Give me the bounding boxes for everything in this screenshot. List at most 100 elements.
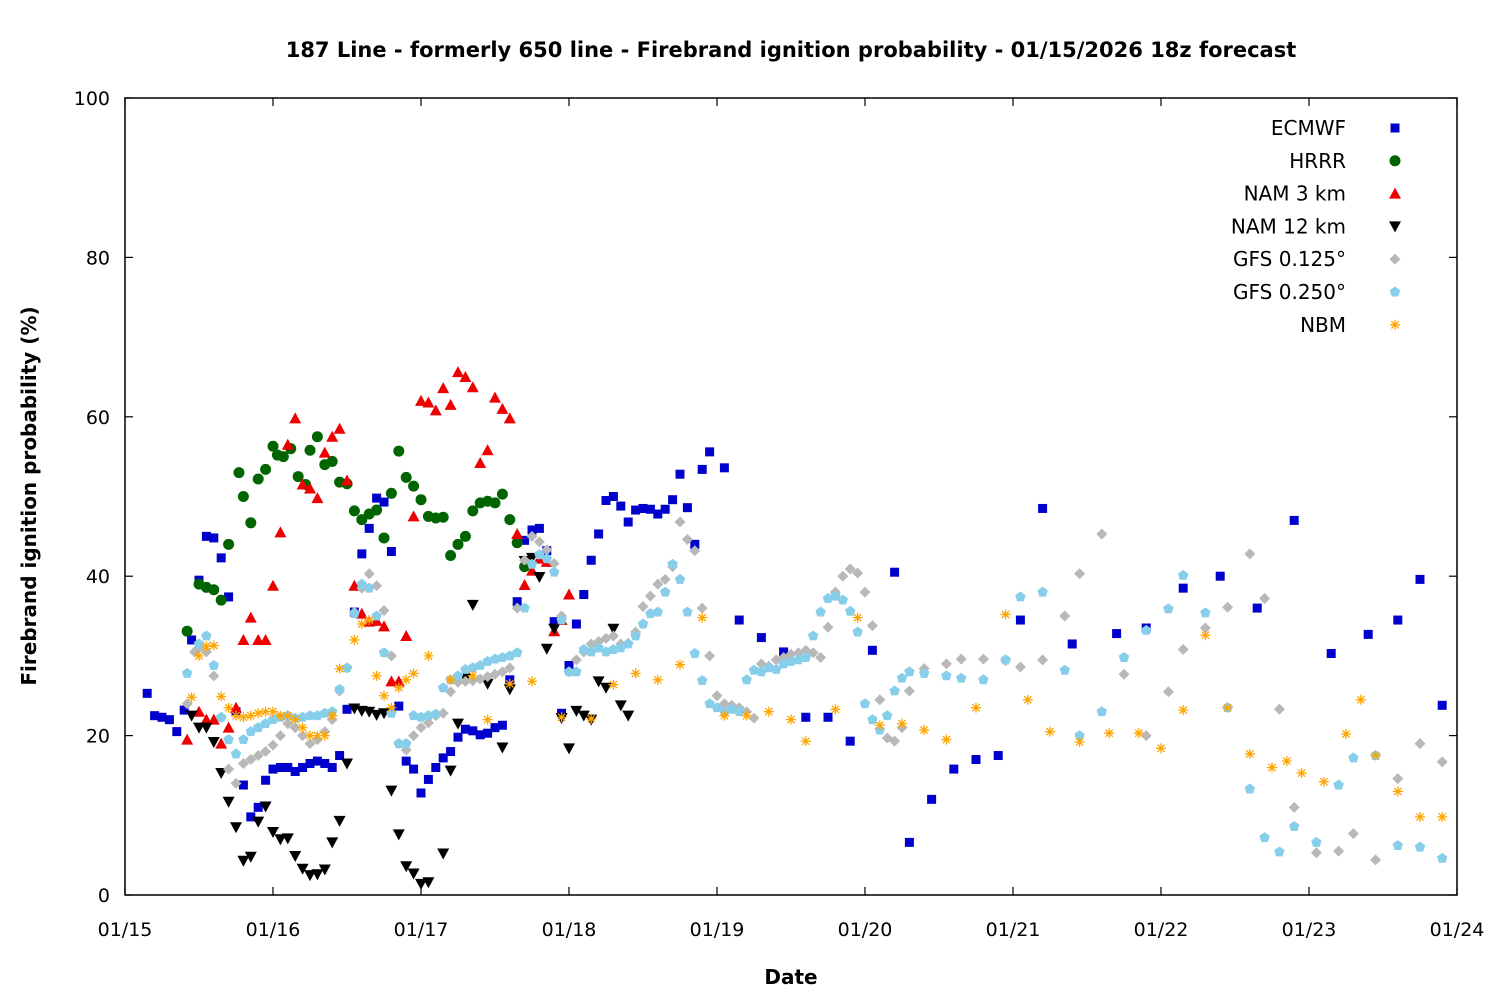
data-point [474, 659, 486, 670]
series-nbm [186, 609, 1448, 822]
data-point [822, 621, 834, 633]
data-point [318, 446, 331, 458]
data-point [222, 796, 235, 808]
data-point [348, 505, 360, 517]
data-points [142, 366, 1448, 890]
data-point [644, 590, 656, 602]
data-point [866, 620, 878, 632]
data-point [918, 667, 930, 678]
legend-marker-icon [1390, 319, 1400, 330]
data-point [274, 526, 287, 538]
data-point [674, 573, 686, 584]
data-point [260, 463, 272, 475]
data-point [385, 487, 397, 499]
data-point [1333, 779, 1344, 790]
data-point [252, 473, 264, 485]
data-point [407, 868, 420, 880]
data-point [304, 870, 316, 882]
data-point [801, 712, 811, 722]
data-point [259, 633, 272, 645]
legend-item: NBM [1300, 313, 1400, 337]
data-point [355, 607, 368, 619]
data-point [386, 546, 396, 556]
data-point [867, 714, 878, 725]
data-point [852, 626, 863, 637]
data-point [504, 678, 515, 689]
data-point [585, 646, 597, 657]
data-point [319, 730, 330, 741]
data-point [386, 702, 397, 713]
legend-item: ECMWF [1271, 116, 1400, 140]
data-point [682, 503, 692, 513]
data-point [1140, 624, 1152, 635]
data-point [1244, 748, 1255, 759]
data-point [296, 478, 309, 490]
data-point [815, 606, 826, 617]
data-point [275, 762, 285, 772]
data-point [570, 705, 583, 717]
data-point [949, 764, 959, 774]
legend-item: HRRR [1289, 149, 1401, 173]
data-point [467, 505, 479, 517]
data-point [519, 602, 530, 613]
data-point [571, 666, 582, 677]
data-point [179, 705, 189, 715]
data-point [475, 730, 485, 740]
data-point [201, 531, 211, 541]
data-point [142, 688, 152, 698]
data-point [874, 720, 885, 731]
data-point [181, 625, 193, 637]
x-tick-label: 01/16 [246, 919, 301, 941]
data-point [453, 732, 463, 742]
data-point [971, 702, 981, 713]
data-point [415, 878, 427, 890]
data-point [1437, 811, 1448, 822]
data-point [335, 751, 345, 761]
data-point [296, 863, 309, 875]
data-point [342, 704, 352, 714]
data-point [800, 736, 811, 747]
y-axis: 0 20 40 60 80 100 [74, 88, 1457, 907]
data-point [385, 785, 398, 797]
data-point [1341, 729, 1351, 740]
data-point [940, 658, 952, 670]
legend-marker-icon [1389, 253, 1401, 265]
data-point [511, 647, 523, 658]
x-axis-label: Date [764, 965, 817, 989]
data-point [600, 682, 612, 694]
data-point [570, 654, 582, 666]
data-point [392, 829, 405, 841]
data-point [305, 758, 315, 768]
data-point [614, 700, 627, 712]
data-point [615, 642, 627, 653]
data-point [807, 630, 819, 641]
data-point [379, 497, 389, 507]
data-point [312, 730, 323, 741]
legend-label: NAM 3 km [1244, 182, 1346, 206]
data-point [230, 748, 242, 759]
data-point [326, 455, 338, 467]
legend-label: NBM [1300, 313, 1346, 337]
data-point [1074, 736, 1085, 747]
data-point [1415, 574, 1425, 584]
data-point [1059, 610, 1071, 622]
data-point [1133, 728, 1144, 739]
data-point [181, 698, 193, 710]
data-point [859, 586, 871, 598]
data-point [371, 580, 383, 592]
data-point [637, 618, 649, 629]
data-point [526, 558, 538, 569]
data-point [830, 704, 841, 715]
data-point [1296, 768, 1307, 779]
data-point [770, 663, 782, 674]
data-point [1156, 743, 1166, 754]
data-point [459, 530, 471, 542]
data-point [185, 710, 198, 722]
data-point [245, 726, 257, 737]
data-point [333, 815, 346, 827]
data-point [1311, 836, 1322, 847]
data-point [496, 742, 509, 754]
data-point [431, 762, 441, 772]
data-point [401, 756, 411, 766]
data-point [874, 694, 886, 706]
